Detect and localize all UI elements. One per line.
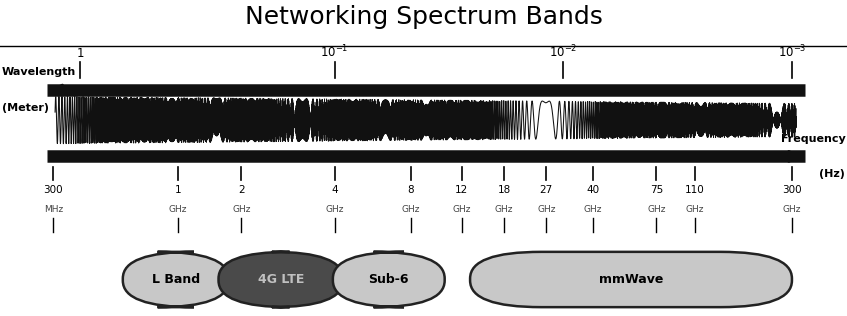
Text: 12: 12 bbox=[455, 185, 468, 195]
Text: $10^{-2}$: $10^{-2}$ bbox=[549, 43, 578, 60]
Text: MHz: MHz bbox=[44, 205, 63, 214]
Text: GHz: GHz bbox=[783, 205, 801, 214]
Text: GHz: GHz bbox=[452, 205, 471, 214]
Text: GHz: GHz bbox=[232, 205, 251, 214]
Text: GHz: GHz bbox=[685, 205, 704, 214]
Text: GHz: GHz bbox=[647, 205, 666, 214]
Text: GHz: GHz bbox=[169, 205, 187, 214]
Text: L Band: L Band bbox=[152, 273, 200, 286]
Text: 2: 2 bbox=[238, 185, 245, 195]
Text: $10^{-3}$: $10^{-3}$ bbox=[778, 43, 806, 60]
FancyBboxPatch shape bbox=[333, 252, 445, 307]
Text: (Meter): (Meter) bbox=[2, 103, 48, 113]
Text: GHz: GHz bbox=[325, 205, 344, 214]
Text: 4: 4 bbox=[331, 185, 338, 195]
Text: 300: 300 bbox=[782, 185, 802, 195]
FancyBboxPatch shape bbox=[219, 252, 343, 307]
Text: 4G LTE: 4G LTE bbox=[257, 273, 304, 286]
Text: 75: 75 bbox=[650, 185, 663, 195]
Text: 110: 110 bbox=[684, 185, 705, 195]
Text: 300: 300 bbox=[43, 185, 64, 195]
Text: $10^{-1}$: $10^{-1}$ bbox=[320, 43, 349, 60]
Text: 18: 18 bbox=[497, 185, 511, 195]
Text: GHz: GHz bbox=[401, 205, 420, 214]
Text: GHz: GHz bbox=[495, 205, 513, 214]
Text: 27: 27 bbox=[540, 185, 553, 195]
Text: 1: 1 bbox=[77, 47, 84, 60]
Text: Sub-6: Sub-6 bbox=[368, 273, 409, 286]
Text: Wavelength: Wavelength bbox=[2, 67, 76, 77]
Text: 1: 1 bbox=[174, 185, 181, 195]
FancyBboxPatch shape bbox=[470, 252, 792, 307]
Text: Frequency: Frequency bbox=[781, 134, 845, 144]
Text: 8: 8 bbox=[407, 185, 414, 195]
Text: mmWave: mmWave bbox=[599, 273, 663, 286]
FancyBboxPatch shape bbox=[123, 252, 229, 307]
Text: Networking Spectrum Bands: Networking Spectrum Bands bbox=[245, 5, 602, 29]
Text: 40: 40 bbox=[586, 185, 600, 195]
Text: GHz: GHz bbox=[537, 205, 556, 214]
Text: GHz: GHz bbox=[584, 205, 602, 214]
Text: (Hz): (Hz) bbox=[819, 169, 845, 179]
